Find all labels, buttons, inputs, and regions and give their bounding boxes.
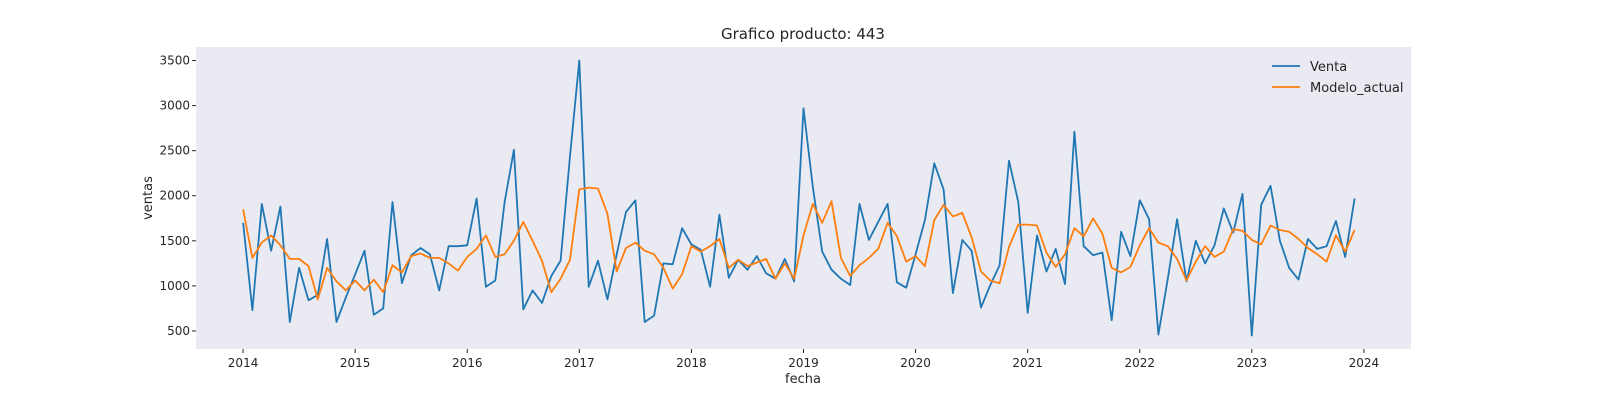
plot-area xyxy=(196,47,1411,349)
series-layer xyxy=(242,59,1356,337)
y-tick-label: 1000 xyxy=(159,279,190,293)
y-tick-label: 2000 xyxy=(159,189,190,203)
x-tick-label: 2017 xyxy=(564,356,595,370)
x-tick-label: 2020 xyxy=(900,356,931,370)
y-axis-ticks: 500 1000 1500 2000 2500 3000 3500 xyxy=(159,54,196,338)
y-tick-label: 2500 xyxy=(159,144,190,158)
y-tick-label: 1500 xyxy=(159,234,190,248)
y-tick-label: 3000 xyxy=(159,99,190,113)
y-tick-label: 500 xyxy=(167,324,190,338)
y-axis-label: ventas xyxy=(141,176,156,220)
legend-label: Modelo_actual xyxy=(1310,81,1404,96)
chart-title: Grafico producto: 443 xyxy=(721,25,885,43)
x-tick-label: 2019 xyxy=(788,356,819,370)
x-tick-label: 2018 xyxy=(676,356,707,370)
x-tick-label: 2016 xyxy=(452,356,483,370)
y-tick-label: 3500 xyxy=(159,54,190,68)
legend-label: Venta xyxy=(1310,60,1347,75)
series-line-1 xyxy=(242,186,1356,301)
x-tick-label: 2015 xyxy=(340,356,371,370)
x-tick-label: 2014 xyxy=(228,356,259,370)
legend: Venta Modelo_actual xyxy=(1272,60,1404,96)
x-tick-label: 2022 xyxy=(1124,356,1155,370)
x-tick-label: 2021 xyxy=(1012,356,1043,370)
x-tick-label: 2023 xyxy=(1237,356,1268,370)
x-tick-label: 2024 xyxy=(1349,356,1380,370)
series-line-0 xyxy=(242,59,1356,337)
x-axis-ticks: 2014 2015 2016 2017 2018 2019 2020 2021 2022 2023… xyxy=(228,349,1379,370)
x-axis-label: fecha xyxy=(785,372,821,387)
